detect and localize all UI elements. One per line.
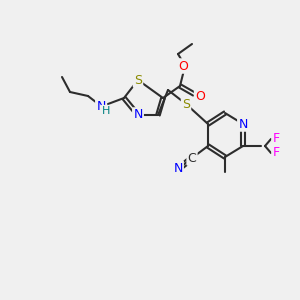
Text: C: C	[188, 152, 196, 164]
Text: F: F	[272, 146, 280, 160]
Text: N: N	[96, 100, 106, 112]
Text: F: F	[272, 133, 280, 146]
Text: N: N	[238, 118, 248, 130]
Text: O: O	[195, 89, 205, 103]
Text: O: O	[178, 59, 188, 73]
Text: N: N	[173, 161, 183, 175]
Text: H: H	[102, 106, 110, 116]
Text: S: S	[134, 74, 142, 86]
Text: S: S	[182, 98, 190, 110]
Text: N: N	[133, 109, 143, 122]
